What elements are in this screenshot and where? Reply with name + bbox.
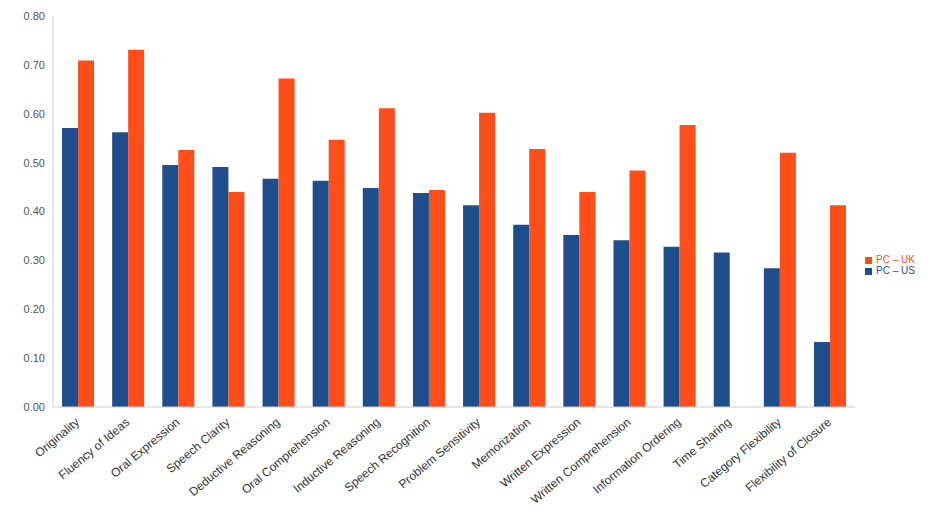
svg-text:0.10: 0.10 — [24, 352, 45, 364]
svg-text:0.70: 0.70 — [24, 59, 45, 71]
svg-text:0.30: 0.30 — [24, 254, 45, 266]
html-text:PC – US: PC – US — [876, 265, 915, 276]
svg-text:Problem Sensitivity: Problem Sensitivity — [396, 415, 483, 491]
svg-text:Originality: Originality — [32, 415, 82, 460]
svg-text:Speech Clarity: Speech Clarity — [163, 415, 233, 476]
svg-text:Inductive Reasoning: Inductive Reasoning — [291, 415, 383, 496]
svg-text:0.40: 0.40 — [24, 205, 45, 217]
svg-text:0.00: 0.00 — [24, 401, 45, 413]
svg-text:Flexibility of Closure: Flexibility of Closure — [743, 415, 834, 495]
svg-text:Oral Comprehension: Oral Comprehension — [239, 415, 333, 497]
svg-text:Oral Expression: Oral Expression — [107, 415, 183, 481]
svg-text:Category Flexibility: Category Flexibility — [697, 415, 784, 491]
html-text:PC – UK: PC – UK — [876, 254, 915, 265]
svg-text:0.80: 0.80 — [24, 10, 45, 22]
svg-text:Written Expression: Written Expression — [497, 415, 583, 490]
svg-text:Speech Recognition: Speech Recognition — [342, 415, 433, 495]
svg-text:Time Sharing: Time Sharing — [670, 415, 734, 472]
svg-text:Written Comprehension: Written Comprehension — [528, 415, 633, 507]
svg-text:Memorization: Memorization — [469, 415, 534, 472]
svg-text:0.20: 0.20 — [24, 303, 45, 315]
svg-text:Deductive Reasoning: Deductive Reasoning — [186, 415, 282, 499]
svg-text:0.50: 0.50 — [24, 157, 45, 169]
svg-text:Information Ordering: Information Ordering — [590, 415, 683, 496]
svg-text:0.60: 0.60 — [24, 108, 45, 120]
svg-text:Fluency of Ideas: Fluency of Ideas — [55, 415, 133, 483]
